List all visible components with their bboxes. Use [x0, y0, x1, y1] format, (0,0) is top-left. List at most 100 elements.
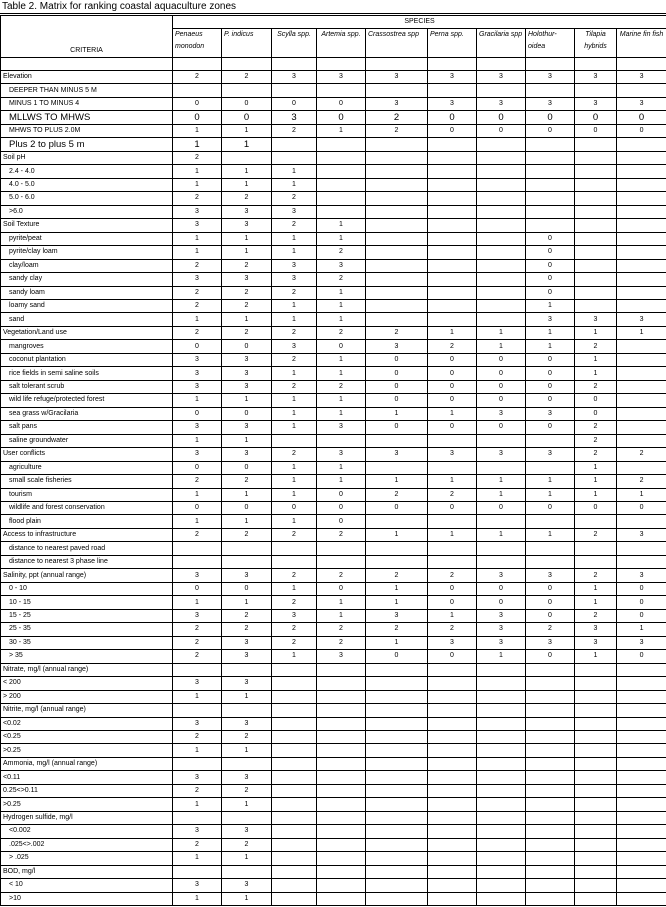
score-cell: 3: [316, 649, 366, 664]
score-cell: [574, 676, 617, 691]
blank-cell: [427, 57, 477, 71]
score-cell: 3: [525, 406, 575, 422]
score-cell: [476, 231, 526, 247]
score-cell: 2: [271, 622, 317, 637]
score-cell: [427, 770, 477, 785]
score-cell: 2: [316, 568, 366, 583]
score-cell: [615, 433, 666, 449]
score-cell: [427, 312, 477, 327]
blank-cell: [0, 57, 173, 71]
score-cell: [525, 864, 575, 880]
score-cell: [427, 177, 477, 193]
score-cell: 3: [316, 258, 366, 274]
score-cell: [365, 312, 428, 327]
score-cell: 0: [525, 393, 575, 408]
score-cell: 0: [427, 393, 477, 408]
score-cell: [476, 245, 526, 260]
table-row: pyrite/clay loam 1 1 1 2 0: [0, 245, 666, 260]
score-cell: 2: [525, 622, 575, 637]
score-cell: 1: [221, 177, 272, 193]
score-cell: [615, 797, 666, 812]
score-cell: [615, 218, 666, 233]
score-cell: 3: [271, 272, 317, 287]
score-cell: 3: [172, 676, 222, 691]
score-cell: [525, 218, 575, 233]
score-cell: 0: [316, 581, 366, 597]
score-cell: 2: [365, 487, 428, 503]
blank-row: [0, 57, 666, 71]
score-cell: 1: [172, 231, 222, 247]
score-cell: [574, 541, 617, 556]
table-row: distance to nearest paved road: [0, 541, 666, 556]
score-cell: 1: [427, 608, 477, 624]
score-cell: [316, 824, 366, 839]
score-cell: 1: [365, 581, 428, 597]
score-cell: 1: [525, 339, 575, 354]
score-cell: 0: [271, 500, 317, 516]
table-row: salt pans 3 3 1 3 0 0 0 0 2: [0, 420, 666, 435]
score-cell: 0: [574, 123, 617, 139]
score-cell: 3: [427, 96, 477, 112]
score-cell: 0: [221, 96, 272, 112]
criteria-label: Nitrite, mg/l (annual range): [0, 703, 173, 718]
table-title: Table 2. Matrix for ranking coastal aqua…: [2, 1, 237, 12]
score-cell: [365, 204, 428, 220]
score-cell: [365, 851, 428, 866]
criteria-label: <0.25: [0, 729, 173, 745]
score-cell: [574, 810, 617, 826]
table-row: Elevation 2 2 3 3 3 3 3 3 3 3: [0, 69, 666, 85]
score-cell: 3: [525, 312, 575, 327]
score-cell: [476, 743, 526, 758]
score-cell: 2: [427, 568, 477, 583]
score-cell: [365, 676, 428, 691]
score-cell: 1: [221, 743, 272, 758]
score-cell: [365, 298, 428, 314]
score-cell: 1: [271, 420, 317, 435]
score-cell: [316, 851, 366, 866]
score-cell: [427, 797, 477, 812]
score-cell: [476, 756, 526, 772]
score-cell: 1: [316, 285, 366, 300]
score-cell: [574, 150, 617, 166]
score-cell: [476, 891, 526, 907]
score-cell: [316, 541, 366, 556]
criteria-label: >6.0: [0, 204, 173, 220]
table-row: Soil Texture 3 3 2 1: [0, 218, 666, 233]
score-cell: [476, 83, 526, 98]
score-cell: 2: [172, 258, 222, 274]
score-cell: 3: [172, 568, 222, 583]
table-row: 2.4 - 4.0 1 1 1: [0, 164, 666, 179]
score-cell: 1: [271, 177, 317, 193]
score-cell: [427, 433, 477, 449]
table-row: <0.25 2 2: [0, 729, 666, 745]
score-cell: [271, 716, 317, 731]
score-cell: 3: [365, 608, 428, 624]
score-cell: [365, 554, 428, 570]
score-cell: 3: [574, 635, 617, 651]
score-cell: [316, 837, 366, 853]
score-cell: 3: [365, 96, 428, 112]
score-cell: 1: [615, 487, 666, 503]
blank-cell: [574, 57, 617, 71]
score-cell: 0: [615, 581, 666, 597]
score-cell: [476, 298, 526, 314]
score-cell: [221, 554, 272, 570]
score-cell: 3: [172, 272, 222, 287]
score-cell: 0: [427, 366, 477, 381]
score-cell: [525, 824, 575, 839]
score-cell: [574, 83, 617, 98]
score-cell: 0: [365, 420, 428, 435]
score-cell: [574, 554, 617, 570]
score-cell: 2: [574, 420, 617, 435]
score-cell: [365, 218, 428, 233]
score-cell: 1: [316, 298, 366, 314]
score-cell: [271, 676, 317, 691]
criteria-label: Nitrate, mg/l (annual range): [0, 662, 173, 678]
score-cell: 2: [271, 191, 317, 206]
score-cell: [427, 258, 477, 274]
score-cell: [427, 743, 477, 758]
score-cell: [476, 689, 526, 705]
score-cell: 1: [172, 743, 222, 758]
score-cell: 0: [615, 649, 666, 664]
score-cell: 0: [427, 420, 477, 435]
